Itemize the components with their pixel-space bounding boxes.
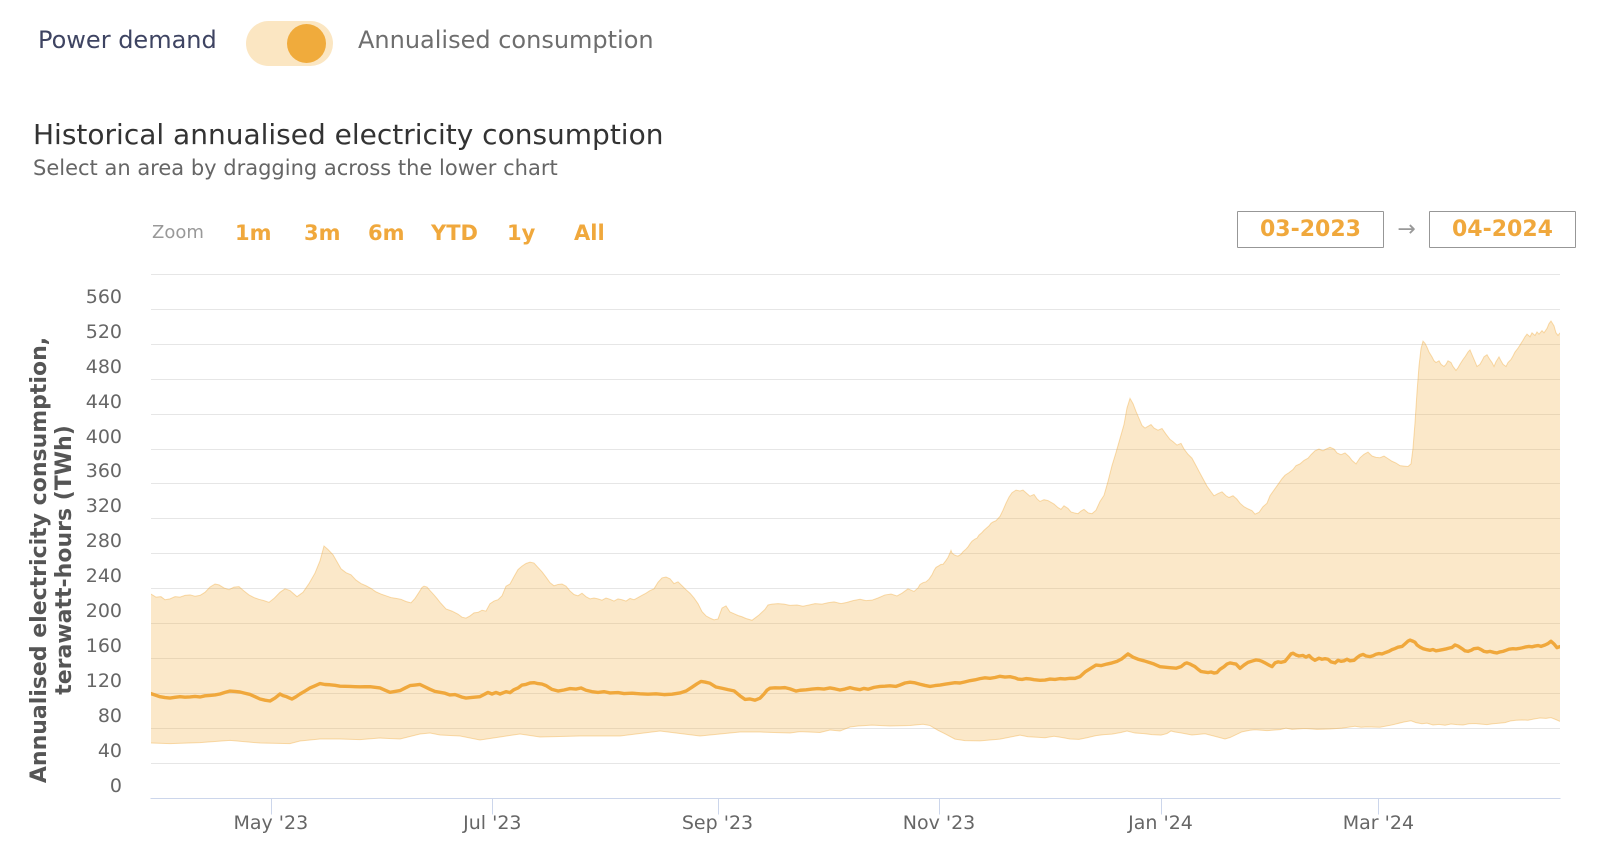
x-axis-label: May '23 — [233, 812, 309, 834]
y-axis-label: 160 — [85, 635, 122, 658]
zoom-button-ytd[interactable]: YTD — [431, 221, 478, 245]
y-axis-label: 240 — [85, 565, 122, 588]
y-axis-label: 280 — [85, 530, 122, 553]
x-axis-label: Jul '23 — [463, 812, 522, 834]
x-axis-label: Jan '24 — [1128, 812, 1193, 834]
y-axis-label: 80 — [97, 705, 122, 728]
y-axis-label: 0 — [109, 775, 122, 797]
y-axis-label: 400 — [85, 425, 122, 448]
y-axis-label: 360 — [85, 460, 122, 483]
x-axis-label: Mar '24 — [1342, 812, 1415, 834]
range-start-input[interactable]: 03-2023 — [1237, 211, 1384, 248]
band-upper-edge — [151, 320, 1560, 621]
toggle-knob-icon[interactable] — [287, 24, 326, 63]
power-demand-toggle-label[interactable]: Power demand — [38, 26, 217, 54]
y-axis-label: 520 — [85, 320, 122, 343]
y-axis-label: 440 — [85, 390, 122, 413]
estimate-line — [151, 638, 1560, 703]
consumption-range-band — [151, 321, 1560, 744]
y-axis-label: 120 — [85, 670, 122, 693]
y-axis-label: 480 — [85, 355, 122, 378]
annualised-consumption-toggle-label[interactable]: Annualised consumption — [358, 26, 654, 54]
band-lower-edge — [151, 717, 1560, 745]
chart-title: Historical annualised electricity consum… — [33, 118, 664, 151]
y-axis-label: 560 — [85, 285, 122, 308]
zoom-button-all[interactable]: All — [574, 221, 605, 245]
zoom-button-6m[interactable]: 6m — [368, 221, 405, 245]
series-toggle-switch[interactable] — [246, 21, 333, 66]
range-arrow-icon: → — [1397, 217, 1416, 242]
zoom-button-1y[interactable]: 1y — [507, 221, 536, 245]
range-end-input[interactable]: 04-2024 — [1429, 211, 1576, 248]
y-axis-label: 200 — [85, 600, 122, 623]
y-axis-label: 40 — [97, 740, 122, 763]
chart-subtitle: Select an area by dragging across the lo… — [33, 156, 558, 180]
zoom-button-1m[interactable]: 1m — [235, 221, 272, 245]
zoom-button-3m[interactable]: 3m — [304, 221, 341, 245]
x-axis-label: Nov '23 — [902, 812, 976, 834]
x-axis-label: Sep '23 — [681, 812, 754, 834]
zoom-label: Zoom — [152, 222, 204, 243]
y-axis-label: 320 — [85, 495, 122, 518]
